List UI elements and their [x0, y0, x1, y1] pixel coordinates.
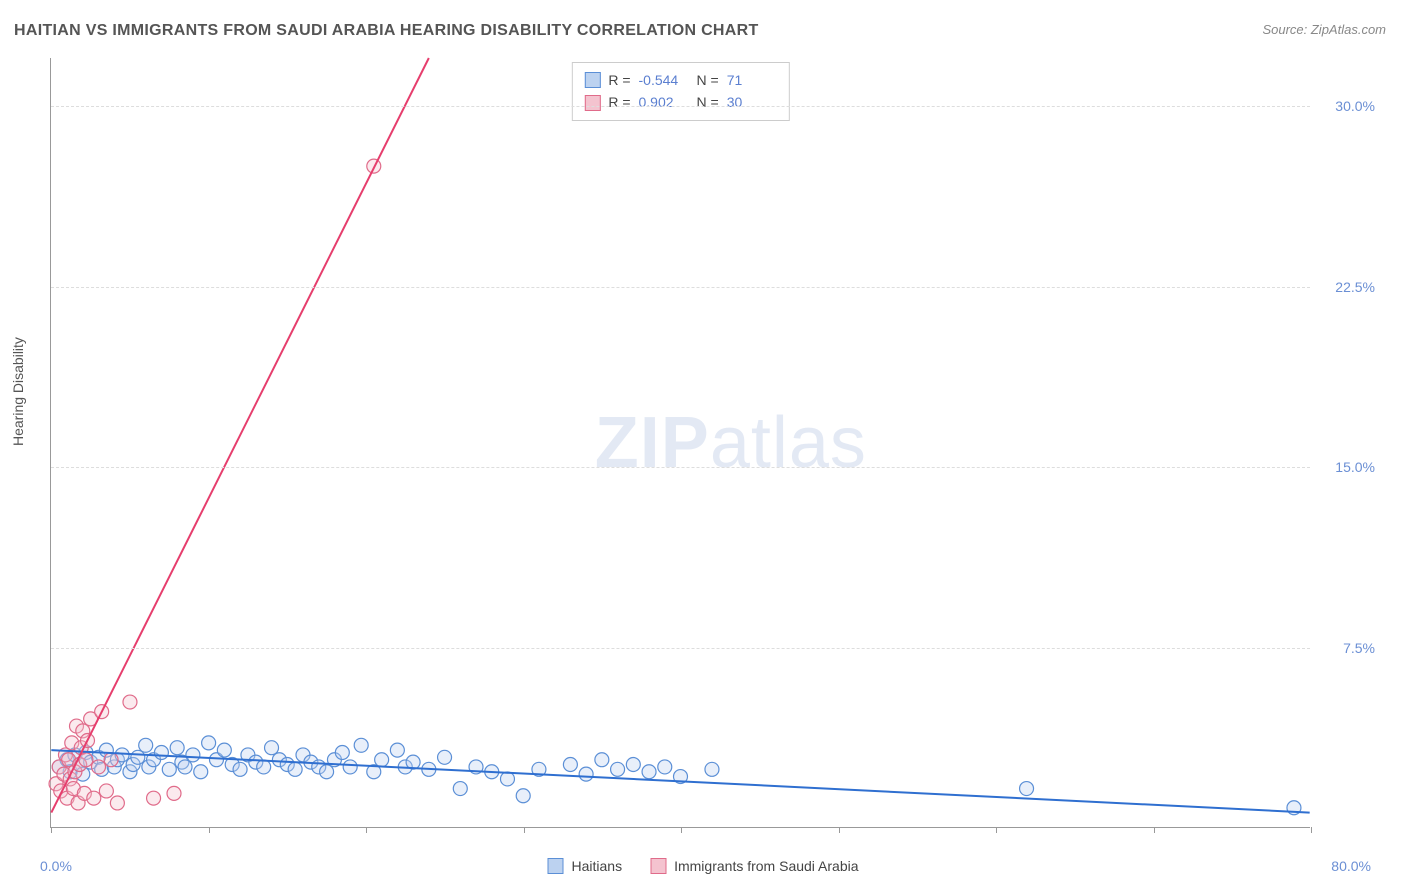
data-point	[390, 743, 404, 757]
data-point	[343, 760, 357, 774]
data-point	[257, 760, 271, 774]
r-label: R =	[608, 91, 630, 113]
x-tick	[1311, 827, 1312, 833]
data-point	[162, 762, 176, 776]
data-point	[611, 762, 625, 776]
x-tick	[524, 827, 525, 833]
data-point	[131, 750, 145, 764]
data-point	[453, 782, 467, 796]
n-label: N =	[697, 69, 719, 91]
x-tick	[681, 827, 682, 833]
gridline	[51, 467, 1310, 468]
data-point	[217, 743, 231, 757]
gridline	[51, 648, 1310, 649]
r-label: R =	[608, 69, 630, 91]
data-point	[335, 746, 349, 760]
x-tick	[839, 827, 840, 833]
data-point	[139, 738, 153, 752]
data-point	[500, 772, 514, 786]
data-point	[438, 750, 452, 764]
data-point	[104, 753, 118, 767]
data-point	[194, 765, 208, 779]
data-point	[288, 762, 302, 776]
data-point	[233, 762, 247, 776]
data-point	[202, 736, 216, 750]
x-axis-max-label: 80.0%	[1331, 858, 1371, 874]
x-tick	[1154, 827, 1155, 833]
data-point	[123, 695, 137, 709]
r-value: 0.902	[639, 91, 689, 113]
legend-swatch	[584, 95, 600, 111]
regression-line	[51, 58, 429, 813]
x-tick	[209, 827, 210, 833]
stats-legend-row: R = 0.902 N = 30	[584, 91, 776, 113]
n-label: N =	[697, 91, 719, 113]
plot-area: ZIPatlas R =-0.544N =71R =0.902N =30 7.5…	[50, 58, 1310, 828]
y-tick-label: 15.0%	[1335, 459, 1375, 475]
x-tick	[51, 827, 52, 833]
data-point	[320, 765, 334, 779]
data-point	[110, 796, 124, 810]
stats-legend-row: R = -0.544 N = 71	[584, 69, 776, 91]
regression-line	[51, 750, 1309, 812]
data-point	[642, 765, 656, 779]
data-point	[626, 758, 640, 772]
n-value: 30	[727, 91, 777, 113]
data-point	[92, 760, 106, 774]
data-point	[186, 748, 200, 762]
chart-title: HAITIAN VS IMMIGRANTS FROM SAUDI ARABIA …	[14, 22, 759, 40]
data-point	[147, 791, 161, 805]
data-point	[170, 741, 184, 755]
y-tick-label: 22.5%	[1335, 279, 1375, 295]
data-point	[265, 741, 279, 755]
data-point	[595, 753, 609, 767]
data-point	[87, 791, 101, 805]
data-point	[1020, 782, 1034, 796]
y-tick-label: 7.5%	[1343, 640, 1375, 656]
plot-svg	[51, 58, 1310, 827]
legend-label: Immigrants from Saudi Arabia	[674, 858, 858, 874]
legend-label: Haitians	[572, 858, 623, 874]
data-point	[375, 753, 389, 767]
chart-container: HAITIAN VS IMMIGRANTS FROM SAUDI ARABIA …	[0, 0, 1406, 892]
data-point	[658, 760, 672, 774]
legend-item: Haitians	[548, 858, 623, 874]
data-point	[705, 762, 719, 776]
r-value: -0.544	[639, 69, 689, 91]
series-legend: Haitians Immigrants from Saudi Arabia	[548, 858, 859, 874]
y-tick-label: 30.0%	[1335, 98, 1375, 114]
x-tick	[366, 827, 367, 833]
data-point	[354, 738, 368, 752]
legend-swatch	[584, 72, 600, 88]
data-point	[154, 746, 168, 760]
data-point	[563, 758, 577, 772]
stats-legend: R = -0.544 N = 71 R = 0.902 N = 30	[571, 62, 789, 121]
source-credit: Source: ZipAtlas.com	[1262, 22, 1386, 37]
data-point	[579, 767, 593, 781]
data-point	[516, 789, 530, 803]
n-value: 71	[727, 69, 777, 91]
gridline	[51, 106, 1310, 107]
legend-swatch	[650, 858, 666, 874]
gridline	[51, 287, 1310, 288]
data-point	[99, 784, 113, 798]
x-axis-min-label: 0.0%	[40, 858, 72, 874]
legend-item: Immigrants from Saudi Arabia	[650, 858, 858, 874]
data-point	[167, 786, 181, 800]
x-tick	[996, 827, 997, 833]
data-point	[178, 760, 192, 774]
y-axis-title: Hearing Disability	[10, 337, 26, 446]
legend-swatch	[548, 858, 564, 874]
